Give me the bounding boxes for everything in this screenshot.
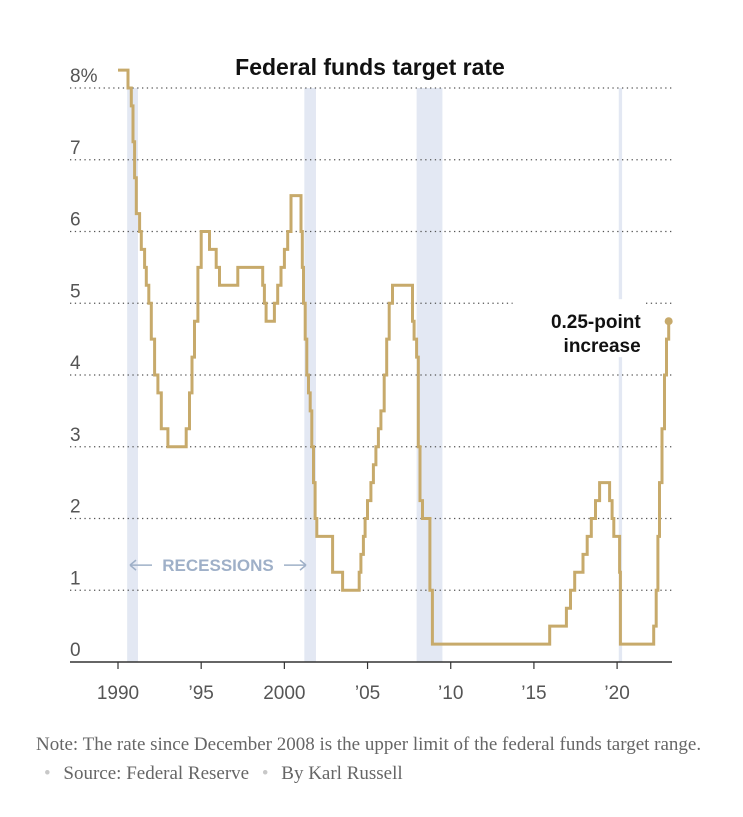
x-tick-label: ’20 [604,683,629,704]
y-tick-label: 5 [70,281,81,302]
federal-funds-chart: 8% 7 6 5 4 3 2 1 0 1990 ’95 2000 ’05 ’10 ’15 ’20 Feder… [70,54,673,704]
x-tick-label: ’15 [521,683,546,704]
recessions-label: RECESSIONS [129,556,307,575]
x-tick-label: 1990 [97,683,139,704]
y-tick-label: 8% [70,66,98,87]
x-tick-label: 2000 [263,683,305,704]
x-axis: 1990 ’95 2000 ’05 ’10 ’15 ’20 [97,662,630,704]
arrow-right-icon [284,559,307,571]
annotation-backdrop [512,299,645,358]
y-tick-label: 1 [70,568,81,589]
separator-dot: • [261,763,269,784]
footnote: Note: The rate since December 2008 is th… [36,730,726,788]
y-tick-label: 3 [70,425,81,446]
y-tick-label: 6 [70,210,81,231]
annotation: 0.25-point increase [512,299,645,358]
x-tick-label: ’05 [355,683,380,704]
y-tick-label: 2 [70,497,81,518]
y-tick-label: 0 [70,640,81,661]
series-line [118,68,671,646]
recessions-label-text: RECESSIONS [162,556,273,575]
annotation-line-1: 0.25-point [551,312,641,333]
grid-lines [70,87,672,663]
latest-point [664,317,673,326]
annotation-line-2: increase [564,336,641,357]
chart-title: Federal funds target rate [235,54,505,80]
x-tick-label: ’10 [438,683,463,704]
arrow-left-icon [129,559,152,571]
recession-band [618,88,623,662]
x-tick-label: ’95 [189,683,214,704]
series [118,68,673,646]
recession-bands [127,88,623,662]
byline: By Karl Russell [281,763,403,784]
y-tick-label: 4 [70,353,81,374]
source-text: Source: Federal Reserve [63,763,250,784]
note-text: Note: The rate since December 2008 is th… [36,734,702,755]
y-tick-label: 7 [70,138,81,159]
separator-dot: • [44,763,51,784]
y-axis: 8% 7 6 5 4 3 2 1 0 [70,66,98,661]
